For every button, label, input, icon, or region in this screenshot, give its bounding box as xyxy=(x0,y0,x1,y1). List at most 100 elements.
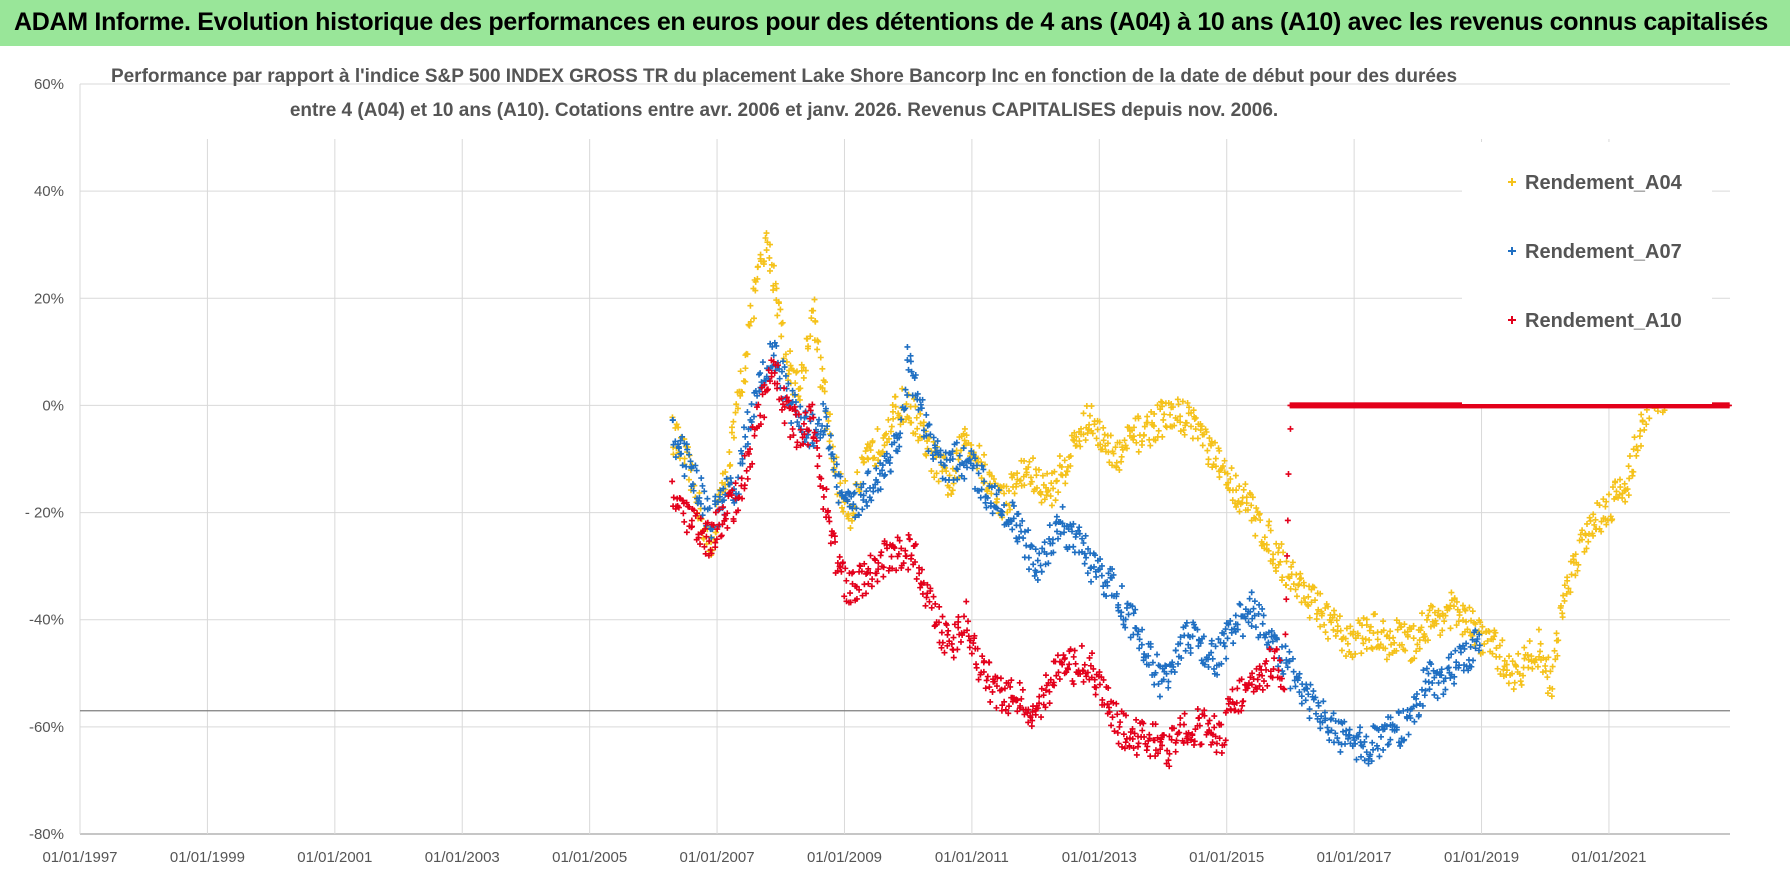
data-point-rendement_a10 xyxy=(810,414,817,421)
data-point-rendement_a04 xyxy=(933,470,940,477)
data-point-rendement_a10 xyxy=(1054,652,1061,659)
data-point-rendement_a04 xyxy=(1192,414,1199,421)
data-point-rendement_a07 xyxy=(1337,748,1344,755)
data-point-rendement_a07 xyxy=(824,423,831,430)
data-point-rendement_a07 xyxy=(1358,753,1365,760)
data-point-rendement_a10 xyxy=(1129,725,1136,732)
data-point-rendement_a04 xyxy=(802,367,809,374)
data-point-rendement_a04 xyxy=(1096,418,1103,425)
data-point-rendement_a04 xyxy=(1463,618,1470,625)
data-point-rendement_a04 xyxy=(774,312,781,319)
data-point-rendement_a07 xyxy=(1200,633,1207,640)
data-point-rendement_a07 xyxy=(853,481,860,488)
data-point-rendement_a04 xyxy=(1464,626,1471,633)
data-point-rendement_a07 xyxy=(1049,540,1056,547)
data-point-rendement_a10 xyxy=(951,621,958,628)
data-point-rendement_a10 xyxy=(1122,712,1129,719)
data-point-rendement_a10 xyxy=(831,533,838,540)
data-point-rendement_a04 xyxy=(795,393,802,400)
data-point-rendement_a04 xyxy=(1161,411,1168,418)
data-point-rendement_a07 xyxy=(1453,659,1460,666)
data-point-rendement_a10 xyxy=(868,583,875,590)
data-point-rendement_a04 xyxy=(1311,584,1318,591)
data-point-rendement_a10 xyxy=(964,627,971,634)
data-point-rendement_a04 xyxy=(1037,491,1044,498)
data-point-rendement_a04 xyxy=(1549,663,1556,670)
data-point-rendement_a10 xyxy=(810,434,817,441)
data-point-rendement_a04 xyxy=(1489,650,1496,657)
data-point-rendement_a04 xyxy=(1574,567,1581,574)
data-point-rendement_a10 xyxy=(1078,642,1085,649)
data-point-rendement_a04 xyxy=(1283,558,1290,565)
data-point-rendement_a07 xyxy=(669,417,676,424)
data-point-rendement_a07 xyxy=(1385,741,1392,748)
data-point-rendement_a07 xyxy=(995,487,1002,494)
data-point-rendement_a07 xyxy=(820,400,827,407)
data-point-rendement_a04 xyxy=(1542,662,1549,669)
data-point-rendement_a07 xyxy=(833,461,840,468)
data-point-rendement_a04 xyxy=(1086,412,1093,419)
data-point-rendement_a07 xyxy=(1468,663,1475,670)
data-point-rendement_a04 xyxy=(1293,593,1300,600)
data-point-rendement_a04 xyxy=(1333,617,1340,624)
data-point-rendement_a04 xyxy=(1448,589,1455,596)
data-point-rendement_a10 xyxy=(789,425,796,432)
data-point-rendement_a07 xyxy=(897,430,904,437)
data-point-rendement_a04 xyxy=(1033,484,1040,491)
data-point-rendement_a07 xyxy=(754,392,761,399)
data-point-rendement_a04 xyxy=(1086,421,1093,428)
data-point-rendement_a04 xyxy=(797,385,804,392)
data-point-rendement_a04 xyxy=(1534,663,1541,670)
data-point-rendement_a10 xyxy=(842,565,849,572)
data-point-rendement_a10 xyxy=(965,633,972,640)
data-point-rendement_a10 xyxy=(939,639,946,646)
data-point-rendement_a07 xyxy=(1451,673,1458,680)
data-point-rendement_a10 xyxy=(920,579,927,586)
data-point-rendement_a04 xyxy=(1450,603,1457,610)
data-point-rendement_a04 xyxy=(787,362,794,369)
data-point-rendement_a04 xyxy=(796,396,803,403)
data-point-rendement_a07 xyxy=(1134,631,1141,638)
data-point-rendement_a10 xyxy=(1130,745,1137,752)
data-point-rendement_a10 xyxy=(1056,676,1063,683)
data-point-rendement_a07 xyxy=(937,459,944,466)
data-point-rendement_a07 xyxy=(701,488,708,495)
data-point-rendement_a10 xyxy=(818,475,825,482)
data-point-rendement_a07 xyxy=(1284,664,1291,671)
data-point-rendement_a10 xyxy=(938,644,945,651)
data-point-rendement_a04 xyxy=(1141,431,1147,438)
data-point-rendement_a04 xyxy=(1398,641,1405,648)
data-point-rendement_a07 xyxy=(1318,713,1325,720)
data-point-rendement_a04 xyxy=(1295,582,1302,589)
data-point-rendement_a07 xyxy=(1009,499,1016,506)
x-tick-label: 01/01/2013 xyxy=(1062,849,1137,866)
data-point-rendement_a04 xyxy=(1001,490,1008,497)
data-point-rendement_a07 xyxy=(894,448,901,455)
data-point-rendement_a07 xyxy=(1159,665,1166,672)
data-point-rendement_a10 xyxy=(710,522,717,529)
data-point-rendement_a07 xyxy=(1043,551,1050,558)
data-point-rendement_a07 xyxy=(937,452,944,459)
data-point-rendement_a10 xyxy=(1042,687,1049,694)
data-point-rendement_a07 xyxy=(683,463,690,470)
data-point-rendement_a10 xyxy=(1211,713,1218,720)
data-point-rendement_a10 xyxy=(912,559,919,566)
data-point-rendement_a10 xyxy=(718,532,725,539)
data-point-rendement_a07 xyxy=(904,343,911,350)
data-point-rendement_a10 xyxy=(1096,669,1103,676)
data-point-rendement_a10 xyxy=(743,467,750,474)
data-point-rendement_a04 xyxy=(819,365,826,372)
data-point-rendement_a10 xyxy=(905,566,912,573)
data-point-rendement_a07 xyxy=(1452,647,1459,654)
data-point-rendement_a04 xyxy=(1336,613,1343,620)
data-point-rendement_a07 xyxy=(1098,572,1105,579)
data-point-rendement_a10 xyxy=(1027,714,1034,721)
data-point-rendement_a04 xyxy=(779,319,786,326)
data-point-rendement_a07 xyxy=(1317,725,1324,732)
data-point-rendement_a10 xyxy=(1173,737,1180,744)
data-point-rendement_a10 xyxy=(1247,674,1254,681)
data-point-rendement_a07 xyxy=(904,357,911,364)
data-point-rendement_a07 xyxy=(1224,635,1231,642)
data-point-rendement_a04 xyxy=(1227,476,1234,483)
data-point-rendement_a07 xyxy=(675,445,682,452)
